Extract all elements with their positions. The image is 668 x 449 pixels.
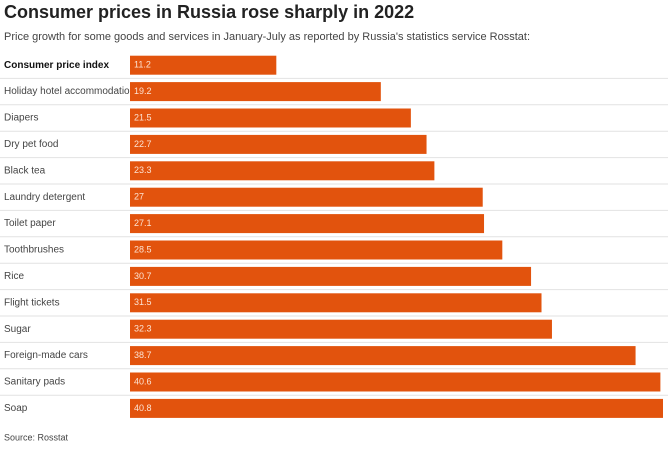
- value-label: 21.5: [134, 112, 152, 122]
- bar: [130, 240, 503, 260]
- value-label: 11.2: [134, 60, 151, 70]
- source-note: Source: Rosstat: [4, 432, 69, 442]
- category-label: Soap: [4, 403, 28, 414]
- chart-subtitle: Price growth for some goods and services…: [4, 31, 530, 43]
- bar: [130, 134, 427, 154]
- value-label: 27.1: [134, 218, 152, 228]
- bar: [130, 55, 277, 75]
- bar: [130, 161, 435, 181]
- bar: [130, 108, 411, 128]
- category-label: Toilet paper: [4, 218, 56, 229]
- category-label: Rice: [4, 271, 24, 282]
- value-label: 27: [134, 192, 144, 202]
- value-label: 32.3: [134, 324, 152, 334]
- bar: [130, 187, 483, 207]
- value-label: 22.7: [134, 139, 152, 149]
- category-label: Consumer price index: [4, 60, 109, 71]
- chart-title: Consumer prices in Russia rose sharply i…: [4, 2, 414, 22]
- category-label: Sanitary pads: [4, 377, 65, 388]
- category-label: Laundry detergent: [4, 192, 85, 203]
- value-label: 40.8: [134, 403, 152, 413]
- bar: [130, 346, 636, 366]
- category-label: Foreign-made cars: [4, 350, 88, 361]
- value-label: 38.7: [134, 350, 152, 360]
- bar: [130, 372, 661, 392]
- category-label: Diapers: [4, 113, 38, 124]
- category-label: Black tea: [4, 165, 46, 176]
- value-label: 28.5: [134, 244, 152, 254]
- value-label: 19.2: [134, 86, 152, 96]
- category-label: Sugar: [4, 324, 31, 335]
- bar: [130, 266, 532, 286]
- bar: [130, 82, 381, 102]
- category-label: Toothbrushes: [4, 245, 64, 256]
- bar: [130, 398, 663, 418]
- category-label: Dry pet food: [4, 139, 58, 150]
- bar: [130, 319, 552, 339]
- value-label: 30.7: [134, 271, 152, 281]
- bar: [130, 214, 485, 234]
- value-label: 23.3: [134, 165, 152, 175]
- category-label: Holiday hotel accommodation: [4, 86, 135, 97]
- value-label: 40.6: [134, 376, 152, 386]
- bar: [130, 293, 542, 313]
- value-label: 31.5: [134, 297, 152, 307]
- category-label: Flight tickets: [4, 297, 60, 308]
